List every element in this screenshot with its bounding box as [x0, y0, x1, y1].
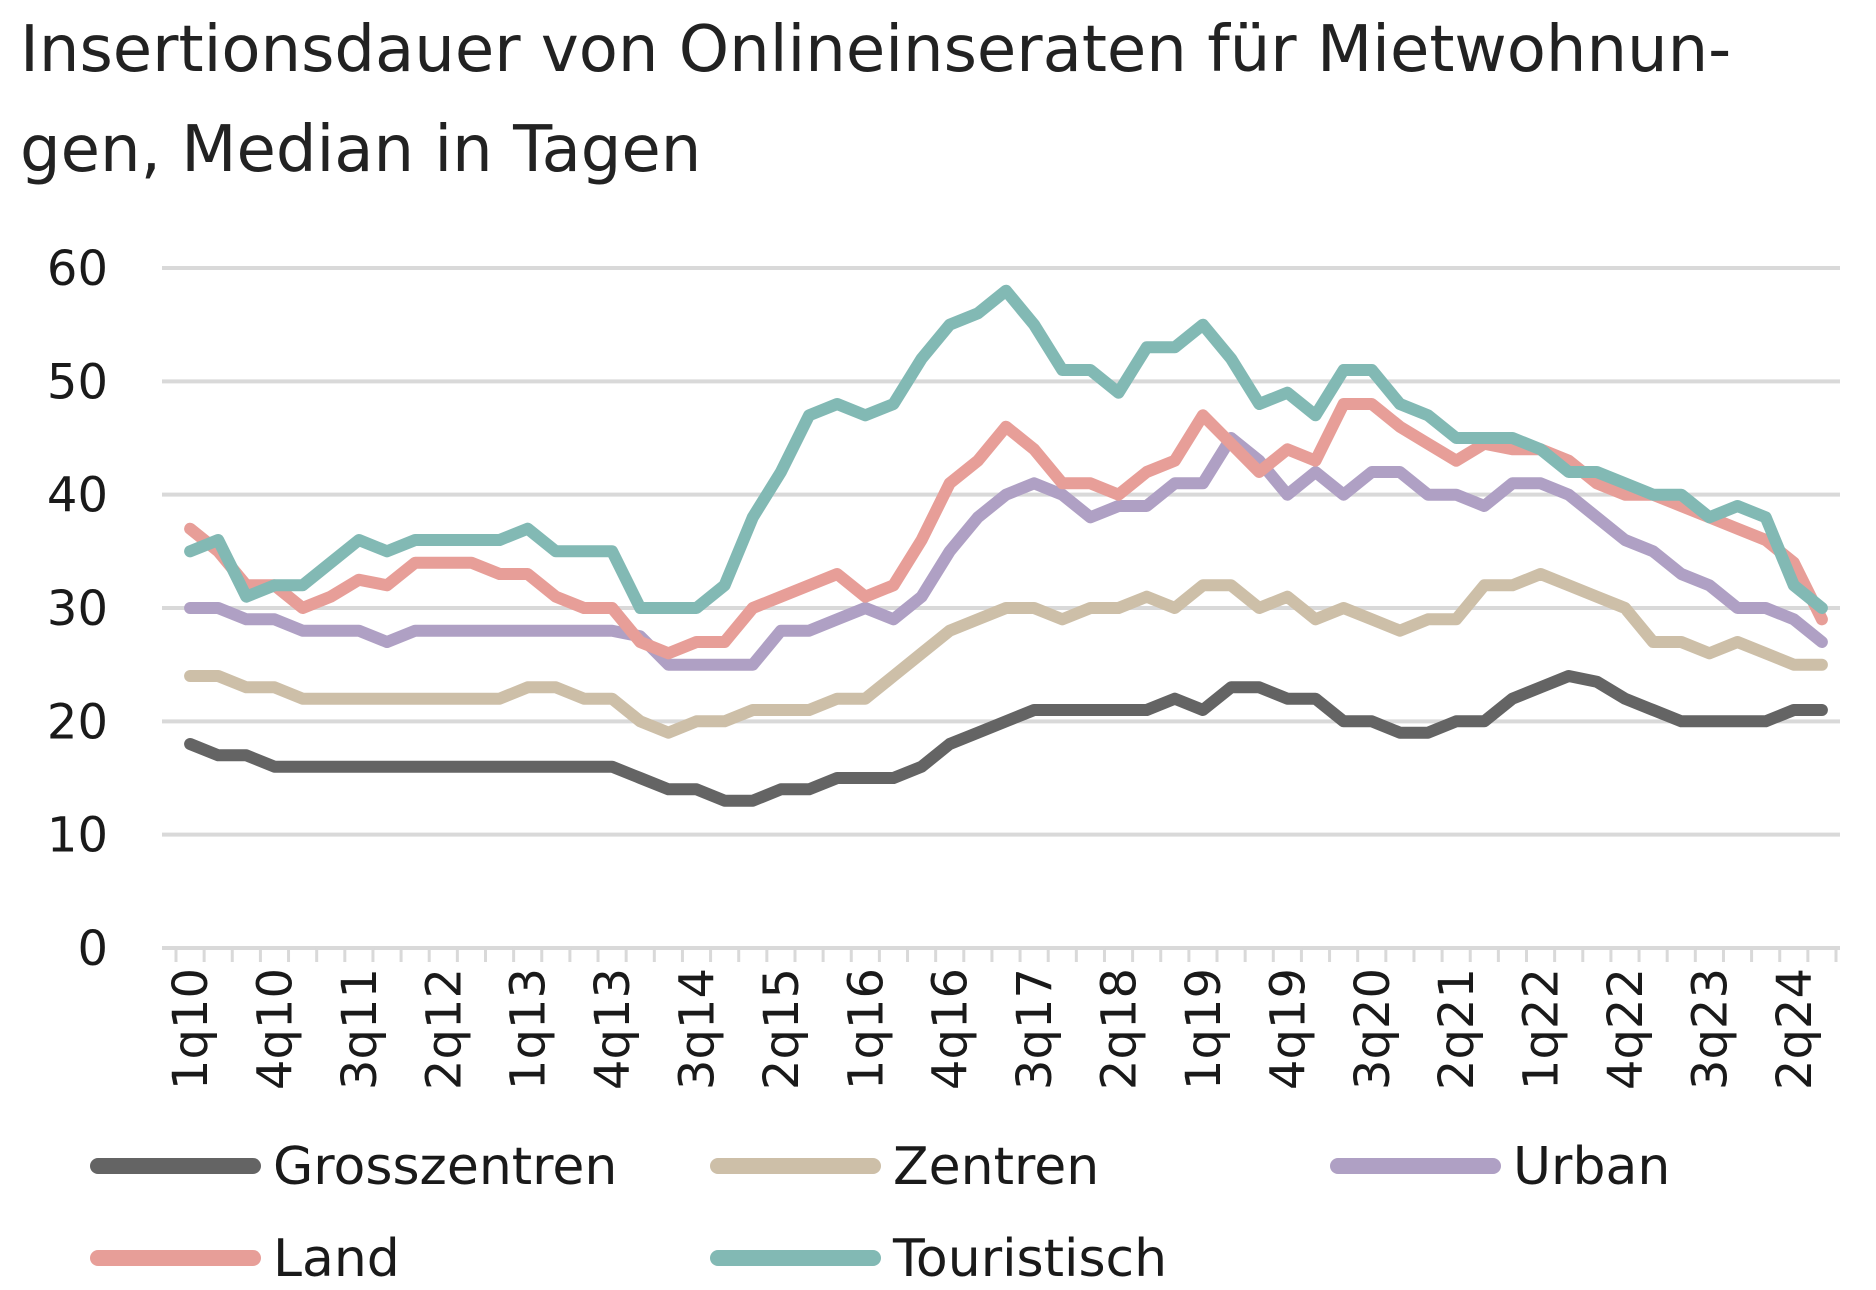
- series-line-grosszentren: [184, 670, 1828, 807]
- y-tick-label: 50: [47, 354, 108, 410]
- x-tick-label: 1q22: [1514, 968, 1570, 1090]
- legend-label: Touristisch: [892, 1229, 1167, 1289]
- x-tick-label: 4q10: [247, 968, 303, 1090]
- legend-label: Urban: [1513, 1137, 1670, 1197]
- x-tick-label: 1q19: [1176, 968, 1232, 1090]
- x-tick-label: 2q21: [1429, 968, 1485, 1090]
- series-line-land: [184, 398, 1828, 660]
- series-line-urban: [184, 432, 1828, 671]
- y-tick-label: 20: [47, 694, 108, 750]
- chart-title-line-1: Insertionsdauer von Onlineinseraten für …: [20, 13, 1732, 87]
- x-tick-label: 3q14: [670, 968, 726, 1090]
- x-tick-label: 2q18: [1092, 968, 1148, 1090]
- x-tick-label: 1q13: [501, 968, 557, 1090]
- legend-item-touristisch: Touristisch: [710, 1229, 1167, 1289]
- legend-item-land: Land: [90, 1229, 400, 1289]
- x-tick-label: 4q13: [585, 968, 641, 1090]
- x-tick-label: 1q16: [838, 968, 894, 1090]
- y-tick-label: 30: [47, 581, 108, 637]
- x-tick-label: 3q23: [1682, 968, 1738, 1090]
- x-tick-label: 3q11: [332, 968, 388, 1090]
- legend-label: Zentren: [893, 1137, 1099, 1197]
- chart-title-line-2: gen, Median in Tagen: [20, 113, 702, 187]
- x-tick-label: 4q16: [923, 968, 979, 1090]
- x-tick-label: 1q10: [163, 968, 219, 1090]
- y-tick-label: 10: [47, 808, 108, 864]
- legend-item-grosszentren: Grosszentren: [90, 1137, 617, 1197]
- series-line-zentren: [184, 568, 1828, 739]
- x-tick-label: 3q17: [1007, 968, 1063, 1090]
- x-tick-label: 3q20: [1345, 968, 1401, 1090]
- legend-item-zentren: Zentren: [710, 1137, 1099, 1197]
- y-tick-label: 60: [47, 241, 108, 297]
- x-tick-label: 2q12: [416, 968, 472, 1090]
- series-line-touristisch: [184, 284, 1828, 614]
- legend-item-urban: Urban: [1330, 1137, 1670, 1197]
- x-tick-label: 4q22: [1598, 968, 1654, 1090]
- chart-title: Insertionsdauer von Onlineinseraten für …: [20, 0, 1860, 200]
- x-tick-label: 2q15: [754, 968, 810, 1090]
- legend-label: Land: [273, 1229, 400, 1289]
- y-tick-label: 40: [47, 468, 108, 524]
- x-tick-label: 2q24: [1767, 968, 1823, 1090]
- y-tick-label: 0: [77, 921, 108, 977]
- legend-label: Grosszentren: [273, 1137, 617, 1197]
- x-tick-label: 4q19: [1260, 968, 1316, 1090]
